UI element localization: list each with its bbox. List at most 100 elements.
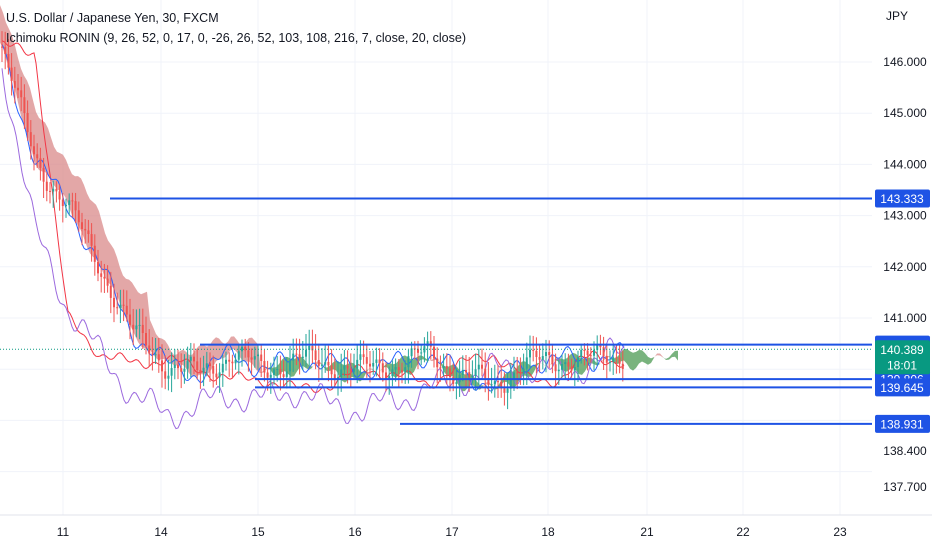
price-tick-label: 137.700 bbox=[883, 480, 927, 494]
candle-body bbox=[321, 364, 323, 366]
candle-body bbox=[301, 356, 304, 359]
candle-body bbox=[525, 357, 528, 369]
candle-body bbox=[541, 356, 544, 360]
candle-body bbox=[154, 354, 157, 356]
cloud-segment bbox=[624, 348, 627, 364]
cloud-segment bbox=[303, 357, 306, 369]
candle-body bbox=[250, 357, 253, 360]
candle-body bbox=[253, 356, 256, 360]
candle-body bbox=[23, 97, 26, 113]
candle-body bbox=[561, 364, 563, 370]
candle-body bbox=[273, 369, 275, 375]
candle-body bbox=[509, 378, 512, 389]
candle-body bbox=[333, 374, 336, 381]
candle-body bbox=[218, 372, 221, 378]
price-level-tag-text: 143.333 bbox=[880, 192, 924, 206]
cloud-segment bbox=[552, 359, 555, 364]
candle-body bbox=[513, 372, 515, 379]
candle-body bbox=[61, 199, 64, 207]
candle-body bbox=[279, 369, 282, 375]
candle-body bbox=[423, 346, 426, 353]
candle-body bbox=[45, 181, 48, 191]
indicator-label[interactable]: Ichimoku RONIN (9, 26, 52, 0, 17, 0, -26… bbox=[6, 31, 466, 45]
candle-body bbox=[548, 352, 551, 356]
candle-body bbox=[589, 355, 592, 357]
cloud-segment bbox=[663, 356, 666, 361]
price-tick-label: 142.000 bbox=[883, 260, 927, 274]
candle-body bbox=[385, 372, 387, 379]
candle-body bbox=[234, 359, 237, 364]
candle-body bbox=[138, 324, 141, 326]
candle-body bbox=[433, 346, 435, 359]
candle-body bbox=[567, 362, 570, 367]
cloud-segment bbox=[531, 365, 534, 377]
candle-body bbox=[129, 314, 131, 325]
time-tick-label: 15 bbox=[251, 525, 265, 539]
cloud-segment bbox=[633, 351, 636, 371]
cloud-segment bbox=[642, 350, 645, 364]
candle-body bbox=[36, 154, 39, 159]
candle-body bbox=[596, 344, 599, 350]
cloud-segment bbox=[648, 356, 651, 365]
candle-body bbox=[519, 372, 522, 374]
candle-body bbox=[529, 349, 531, 358]
candle-body bbox=[477, 364, 480, 370]
cloud-segment bbox=[375, 371, 378, 373]
symbol-title[interactable]: U.S. Dollar / Japanese Yen, 30, FXCM bbox=[6, 11, 219, 25]
candle-body bbox=[557, 369, 560, 372]
candle-body bbox=[71, 200, 74, 202]
cloud-segment bbox=[216, 337, 219, 362]
cloud-segment bbox=[654, 353, 657, 358]
price-level-tag-text: 138.931 bbox=[880, 417, 924, 431]
candle-body bbox=[97, 261, 99, 274]
candle-body bbox=[180, 368, 183, 372]
cloud-segment bbox=[66, 159, 69, 207]
candle-body bbox=[42, 167, 45, 182]
candle-body bbox=[4, 47, 7, 54]
candle-body bbox=[535, 350, 538, 358]
candle-body bbox=[68, 200, 71, 205]
candle-body bbox=[231, 361, 234, 364]
price-axis: 146.000 145.000 144.000 143.000 142.000 141.0… bbox=[875, 55, 930, 494]
price-level-tag-text: 139.645 bbox=[880, 381, 924, 395]
candle-body bbox=[353, 368, 355, 372]
candlesticks bbox=[1, 31, 624, 410]
cloud-segment bbox=[357, 367, 360, 382]
candle-body bbox=[103, 276, 106, 279]
candle-body bbox=[260, 354, 263, 362]
candle-body bbox=[135, 325, 138, 330]
candle-body bbox=[167, 375, 170, 379]
candle-body bbox=[55, 188, 58, 192]
cloud-segment bbox=[99, 211, 102, 271]
candle-body bbox=[196, 361, 199, 371]
candle-body bbox=[532, 349, 535, 351]
candle-body bbox=[394, 367, 397, 370]
candle-body bbox=[237, 351, 240, 360]
cloud-segment bbox=[414, 357, 417, 372]
candle-body bbox=[193, 356, 195, 362]
candle-body bbox=[506, 388, 509, 393]
candle-body bbox=[375, 359, 378, 363]
cloud-segment bbox=[60, 153, 63, 194]
price-level-tag: 143.333 bbox=[875, 189, 930, 208]
candle-body bbox=[151, 353, 154, 355]
time-tick-label: 11 bbox=[57, 525, 70, 539]
candle-body bbox=[311, 345, 314, 351]
candle-body bbox=[305, 349, 307, 357]
price-tick-label: 143.000 bbox=[883, 209, 927, 223]
cloud-segment bbox=[636, 350, 639, 368]
candle-body bbox=[199, 370, 202, 373]
cloud-segment bbox=[627, 349, 630, 369]
time-tick-label: 14 bbox=[154, 525, 168, 539]
candle-body bbox=[157, 354, 160, 361]
candle-body bbox=[276, 369, 279, 371]
cloud-segment bbox=[453, 364, 456, 381]
candle-body bbox=[618, 357, 621, 364]
cloud-segment bbox=[21, 68, 24, 127]
candle-body bbox=[327, 361, 330, 366]
candle-body bbox=[503, 388, 506, 393]
candle-body bbox=[183, 368, 186, 372]
cloud-segment bbox=[540, 362, 543, 365]
candle-body bbox=[100, 273, 103, 277]
